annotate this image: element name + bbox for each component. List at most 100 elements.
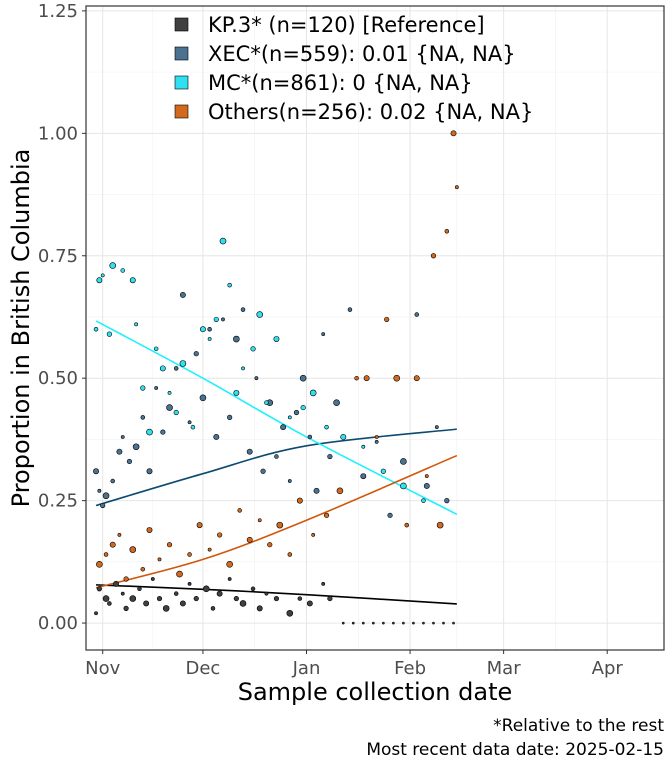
data-point bbox=[436, 521, 444, 529]
data-point bbox=[140, 385, 146, 391]
data-point bbox=[432, 621, 435, 625]
data-point bbox=[250, 586, 256, 592]
x-tick-label: Apr bbox=[592, 658, 624, 679]
data-point bbox=[246, 536, 253, 543]
data-point bbox=[313, 487, 320, 494]
data-point bbox=[297, 596, 303, 601]
data-point bbox=[102, 595, 110, 602]
data-point bbox=[226, 560, 233, 568]
caption-relative-note: *Relative to the rest bbox=[493, 716, 664, 736]
x-tick-label: Nov bbox=[85, 658, 120, 679]
data-point bbox=[100, 502, 106, 509]
data-point bbox=[106, 331, 112, 337]
data-point bbox=[199, 394, 207, 402]
data-point bbox=[157, 557, 162, 562]
data-point bbox=[120, 268, 126, 273]
data-point bbox=[267, 542, 273, 548]
data-point bbox=[207, 547, 212, 552]
data-point bbox=[452, 621, 455, 625]
data-point bbox=[274, 454, 279, 459]
data-point bbox=[137, 586, 142, 592]
x-axis-title: Sample collection date bbox=[238, 678, 513, 706]
data-point bbox=[387, 512, 393, 518]
data-point bbox=[280, 424, 287, 431]
y-tick-label: 0.50 bbox=[38, 368, 78, 389]
data-point bbox=[321, 332, 326, 337]
data-point bbox=[146, 468, 153, 475]
data-point bbox=[296, 497, 303, 504]
data-point bbox=[392, 621, 395, 625]
legend-key-2 bbox=[174, 75, 189, 90]
data-point bbox=[404, 522, 409, 528]
data-points bbox=[93, 130, 459, 625]
caption-recent-date: Most recent data date: 2025-02-15 bbox=[366, 740, 664, 760]
data-point bbox=[154, 386, 159, 390]
data-point bbox=[450, 130, 457, 137]
x-tick-label: Feb bbox=[394, 658, 426, 679]
data-point bbox=[374, 439, 379, 444]
series-1-points bbox=[93, 291, 450, 518]
data-point bbox=[153, 346, 159, 352]
series-2-fit-line bbox=[95, 320, 458, 516]
data-point bbox=[351, 621, 355, 625]
data-point bbox=[287, 552, 293, 557]
data-point bbox=[309, 389, 317, 397]
data-point bbox=[102, 492, 110, 500]
data-point bbox=[374, 435, 379, 439]
data-point bbox=[179, 360, 187, 367]
data-point bbox=[162, 605, 170, 612]
data-point bbox=[107, 601, 112, 606]
data-point bbox=[113, 580, 120, 587]
data-point bbox=[341, 621, 345, 625]
data-point bbox=[116, 448, 123, 455]
data-point bbox=[286, 609, 294, 617]
data-point bbox=[273, 595, 280, 602]
data-point bbox=[110, 478, 115, 484]
data-point bbox=[132, 443, 140, 451]
data-point bbox=[196, 522, 203, 529]
data-point bbox=[126, 458, 133, 465]
data-point bbox=[96, 560, 103, 568]
data-point bbox=[123, 576, 129, 582]
data-point bbox=[190, 424, 196, 430]
data-point bbox=[424, 474, 429, 479]
data-point bbox=[134, 322, 139, 327]
data-point bbox=[227, 577, 232, 581]
data-point bbox=[287, 415, 292, 420]
data-point bbox=[193, 351, 199, 357]
series-3-fit-line bbox=[95, 454, 458, 589]
legend-key-3 bbox=[174, 104, 189, 119]
data-point bbox=[412, 621, 415, 625]
data-point bbox=[444, 229, 450, 234]
data-point bbox=[454, 185, 459, 190]
data-point bbox=[273, 336, 280, 342]
data-point bbox=[434, 425, 439, 430]
data-point bbox=[156, 595, 163, 602]
data-point bbox=[340, 434, 347, 440]
data-point bbox=[250, 346, 256, 352]
data-point bbox=[306, 600, 313, 607]
data-point bbox=[120, 591, 125, 596]
data-point bbox=[96, 277, 103, 284]
data-point bbox=[227, 414, 233, 420]
data-point bbox=[323, 512, 330, 518]
data-point bbox=[254, 376, 259, 381]
data-point bbox=[187, 552, 192, 557]
data-point bbox=[413, 375, 420, 382]
data-point bbox=[109, 541, 116, 548]
data-point bbox=[414, 312, 420, 317]
y-axis-title: Proportion in British Columbia bbox=[7, 149, 35, 508]
data-point bbox=[216, 590, 223, 597]
legend-label-2: MC*(n=861): 0 {NA, NA} bbox=[208, 71, 473, 95]
data-point bbox=[202, 585, 210, 593]
y-tick-label: 0.75 bbox=[38, 246, 78, 267]
data-point bbox=[94, 611, 98, 616]
data-point bbox=[442, 621, 445, 625]
data-point bbox=[246, 448, 253, 455]
data-point bbox=[129, 277, 136, 284]
data-point bbox=[166, 542, 173, 548]
data-point bbox=[233, 595, 239, 602]
data-point bbox=[150, 577, 155, 581]
